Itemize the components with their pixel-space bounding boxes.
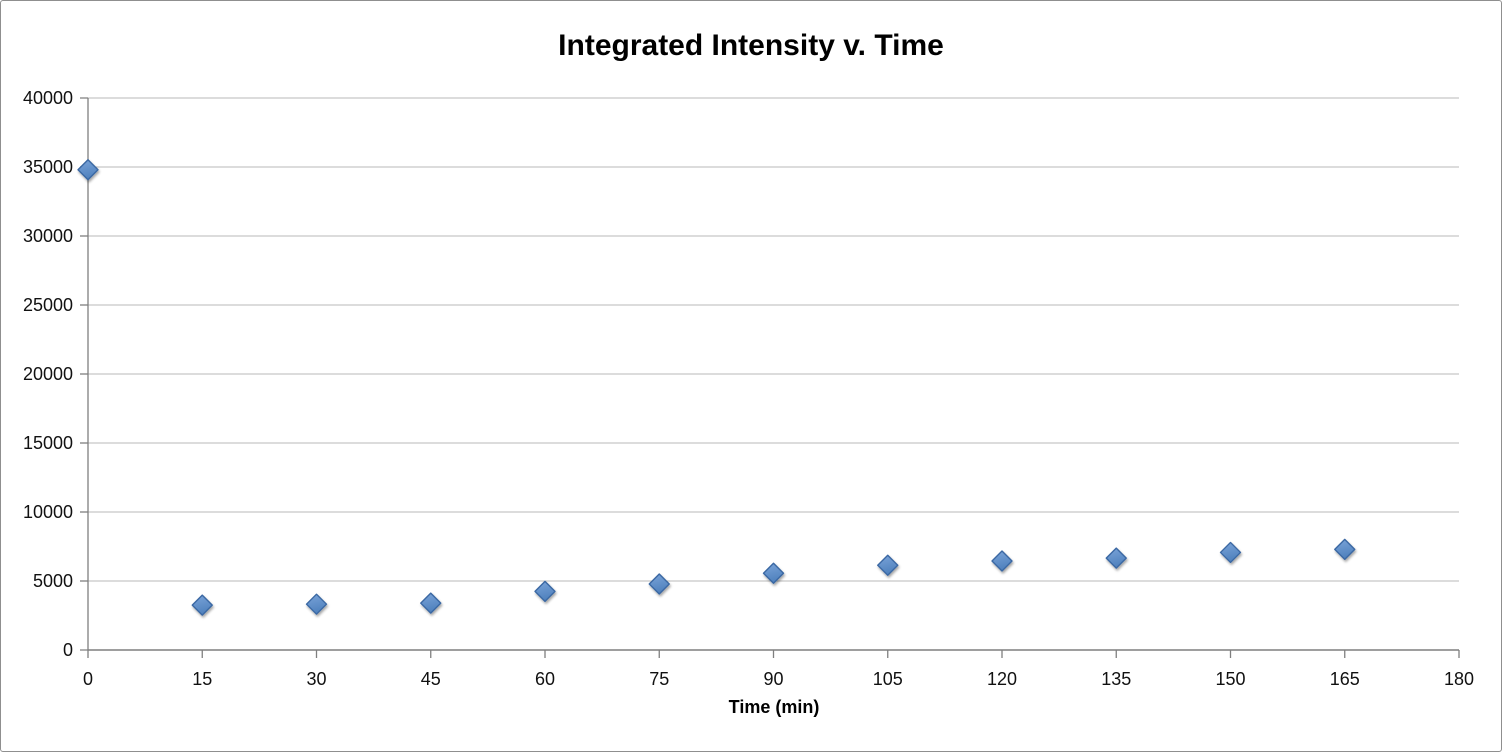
y-tick-label: 20000 (23, 364, 73, 384)
x-tick-label: 90 (763, 669, 783, 689)
x-axis-title: Time (min) (728, 697, 820, 717)
x-tick-label: 0 (83, 669, 93, 689)
x-tick-label: 135 (1101, 669, 1131, 689)
x-tick-label: 75 (649, 669, 669, 689)
chart-title: Integrated Intensity v. Time (558, 29, 944, 62)
data-point (191, 594, 213, 616)
x-tick-label: 30 (306, 669, 326, 689)
y-tick-labels: 0 5000 10000 15000 20000 25000 30000 35000 40000 (23, 88, 88, 660)
data-point (77, 159, 99, 181)
y-tick-label: 25000 (23, 295, 73, 315)
y-tick-label: 15000 (23, 433, 73, 453)
data-point (762, 562, 785, 584)
y-tick-label: 10000 (23, 502, 73, 522)
data-point (420, 592, 442, 614)
data-point (534, 580, 556, 603)
x-tick-label: 150 (1215, 669, 1245, 689)
y-gridlines (88, 97, 1459, 582)
x-tick-label: 180 (1444, 669, 1474, 689)
data-point (1219, 541, 1242, 564)
data-point (1334, 538, 1356, 561)
x-tick-label: 45 (421, 669, 441, 689)
y-tick-label: 5000 (33, 571, 73, 591)
data-point (648, 573, 670, 595)
data-point (305, 593, 328, 615)
y-tick-label: 30000 (23, 226, 73, 246)
data-point (877, 554, 899, 576)
y-tick-label: 35000 (23, 157, 73, 177)
x-tick-label: 165 (1330, 669, 1360, 689)
y-tick-label: 40000 (23, 88, 73, 108)
y-tick-label: 0 (63, 640, 73, 660)
data-point (991, 550, 1013, 572)
x-tick-labels: 0 15 30 45 60 75 90 105 120 135 150 165 180 (83, 650, 1474, 689)
data-point (1105, 547, 1127, 569)
data-series (77, 159, 1356, 616)
x-tick-label: 105 (873, 669, 903, 689)
x-tick-label: 60 (535, 669, 555, 689)
x-tick-label: 120 (987, 669, 1017, 689)
x-tick-label: 15 (192, 669, 212, 689)
